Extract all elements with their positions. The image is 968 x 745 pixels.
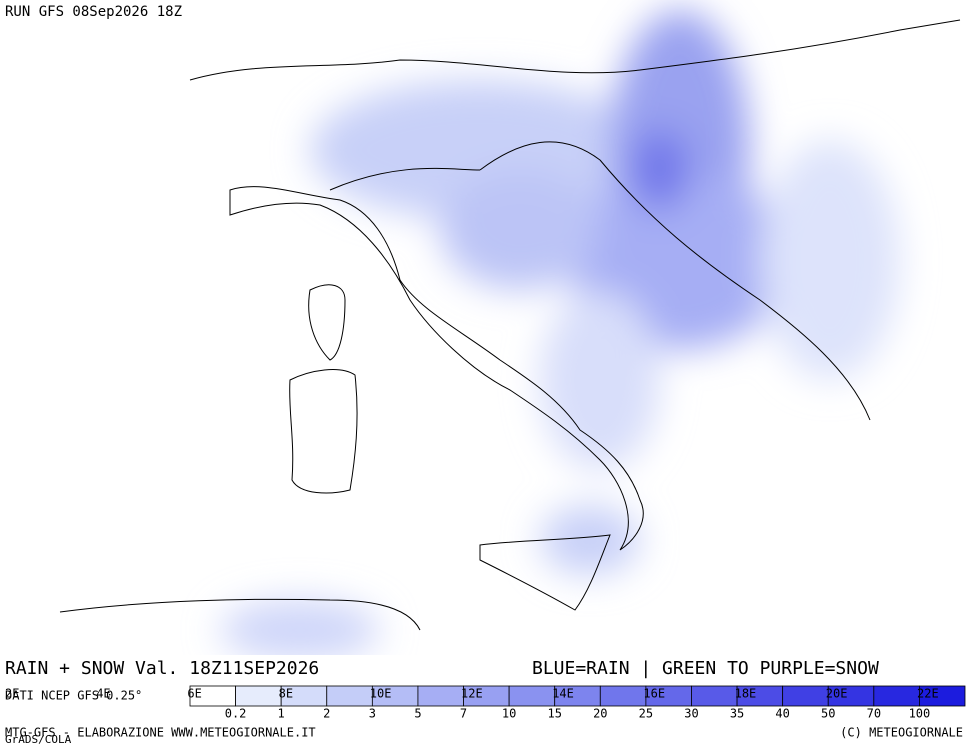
colorbar-box — [782, 685, 829, 707]
colorbar-label: 70 — [867, 707, 881, 721]
map-title: RAIN + SNOW Val. 18Z11SEP2026 — [5, 658, 319, 679]
longitude-label: 16E — [643, 687, 665, 701]
legend-note: BLUE=RAIN | GREEN TO PURPLE=SNOW — [532, 658, 879, 679]
colorbar-label: 5 — [414, 707, 421, 721]
colorbar-label: 25 — [639, 707, 653, 721]
colorbar-label: 35 — [730, 707, 744, 721]
longitude-label: 2E — [5, 687, 19, 701]
colorbar-box — [599, 685, 647, 707]
italy-coast — [229, 186, 644, 551]
longitude-label: 4E — [96, 687, 110, 701]
colorbar-label: 3 — [369, 707, 376, 721]
colorbar-label: 1 — [278, 707, 285, 721]
copyright-label: (C) METEOGIORNALE — [840, 726, 963, 740]
po-border — [329, 167, 481, 191]
colorbar-label: 0.2 — [225, 707, 247, 721]
coastlines — [59, 19, 961, 631]
run-label: RUN GFS 08Sep2026 18Z — [5, 4, 182, 20]
colorbar-label: 30 — [684, 707, 698, 721]
corsica — [308, 284, 346, 361]
sardinia — [289, 369, 358, 494]
longitude-label: 8E — [279, 687, 293, 701]
longitude-label: 18E — [735, 687, 757, 701]
colorbar-box — [919, 685, 966, 707]
longitude-label: 14E — [552, 687, 574, 701]
sicily — [479, 534, 611, 611]
longitude-label: 10E — [370, 687, 392, 701]
colorbar-box — [691, 685, 738, 707]
colorbar-label: 20 — [593, 707, 607, 721]
longitude-label: 6E — [187, 687, 201, 701]
colorbar: 0.2 1 2 3 5 7 10 15 20 25 30 35 40 50 70 100 — [189, 685, 966, 721]
colorbar-label: 100 — [909, 707, 931, 721]
source-label: DATI NCEP GFS 0.25° — [5, 689, 142, 703]
longitude-label: 20E — [826, 687, 848, 701]
software-label: GrADS/COLA — [5, 733, 72, 745]
alps-border — [189, 19, 961, 81]
colorbar-label: 2 — [323, 707, 330, 721]
africa-coast — [59, 598, 421, 631]
colorbar-box — [326, 685, 373, 707]
adriatic-east-coast — [479, 141, 871, 421]
precipitation-field — [220, 10, 900, 660]
colorbar-label: 10 — [502, 707, 516, 721]
colorbar-box — [417, 685, 464, 707]
longitude-label: 12E — [461, 687, 483, 701]
colorbar-label: 50 — [821, 707, 835, 721]
colorbar-box — [873, 685, 920, 707]
longitude-labels: 2E 4E 6E 8E 10E 12E 14E 16E 18E 20E 22E — [5, 687, 939, 701]
credit-label: MTG-GFS - ELABORAZIONE WWW.METEOGIORNALE… — [5, 726, 316, 740]
colorbar-box — [508, 685, 556, 707]
colorbar-label: 7 — [460, 707, 467, 721]
colorbar-label: 40 — [775, 707, 789, 721]
colorbar-label: 15 — [547, 707, 561, 721]
longitude-label: 22E — [917, 687, 939, 701]
colorbar-box — [235, 685, 282, 707]
